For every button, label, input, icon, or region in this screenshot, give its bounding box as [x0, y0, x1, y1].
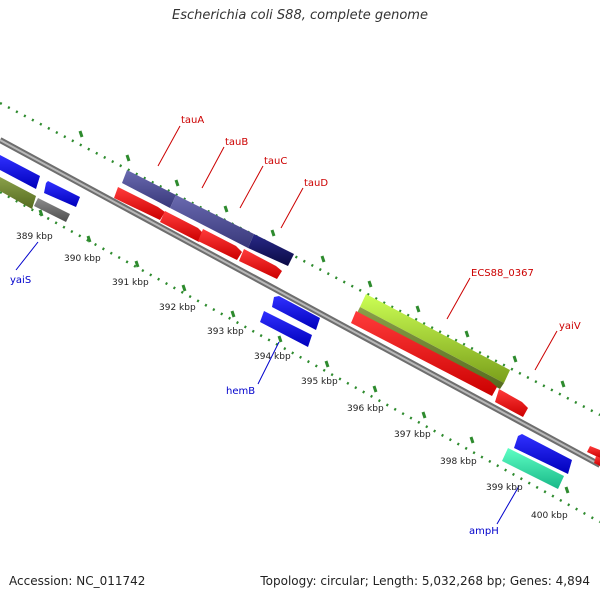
ruler-label: 400 kbp [531, 511, 568, 521]
gene-label-yaiv: yaiV [559, 321, 581, 332]
ruler-label: 393 kbp [207, 327, 244, 337]
gene-label-ecs88-0367: ECS88_0367 [471, 268, 534, 279]
ruler-label: 398 kbp [440, 457, 477, 467]
gene-label-taub: tauB [225, 137, 248, 148]
ruler-label: 394 kbp [254, 352, 291, 362]
ruler-label: 395 kbp [301, 377, 338, 387]
gene-feature[interactable] [360, 294, 510, 383]
ruler-labels: 389 kbp 390 kbp 391 kbp 392 kbp 393 kbp … [16, 232, 568, 521]
gene-label-yais: yaiS [10, 275, 31, 286]
accession-text: Accession: NC_011742 [9, 574, 146, 588]
gene-feature[interactable] [239, 249, 282, 279]
gene-label-tauc: tauC [264, 156, 287, 167]
gene-feature[interactable] [114, 187, 165, 220]
inner-track-major-ticks [38, 209, 570, 494]
gene-feature[interactable] [0, 177, 36, 209]
ruler-label: 389 kbp [16, 232, 53, 242]
gene-feature[interactable] [198, 229, 242, 260]
gene-feature[interactable] [248, 234, 294, 266]
gene-feature[interactable] [170, 195, 254, 248]
forward-strand-genes [0, 155, 572, 489]
gene-feature[interactable] [122, 170, 176, 208]
gene-feature[interactable] [272, 296, 320, 330]
inner-dotted-track [0, 190, 600, 524]
callout-lines [15, 125, 558, 525]
map-title: Escherichia coli S88, complete genome [172, 8, 428, 23]
gene-label-amph: ampH [469, 526, 499, 537]
ruler-label: 392 kbp [159, 303, 196, 313]
gene-feature[interactable] [357, 307, 504, 389]
gene-feature[interactable] [260, 311, 312, 347]
ruler-label: 396 kbp [347, 404, 384, 414]
gene-feature[interactable] [495, 389, 528, 417]
gene-feature[interactable] [514, 434, 572, 474]
gene-feature[interactable] [160, 211, 204, 242]
gene-feature[interactable] [502, 448, 564, 489]
gene-feature[interactable] [587, 446, 600, 458]
gene-feature[interactable] [0, 155, 40, 189]
gene-label-hemb: hemB [226, 386, 255, 397]
gene-label-taud: tauD [304, 178, 328, 189]
gene-feature[interactable] [44, 181, 80, 207]
ruler-label: 397 kbp [394, 430, 431, 440]
ruler-label: 399 kbp [486, 483, 523, 493]
gene-feature[interactable] [594, 456, 600, 466]
ruler-label: 390 kbp [64, 254, 101, 264]
gene-labels: tauA tauB tauC tauD ECS88_0367 yaiV yaiS… [10, 115, 581, 537]
topology-text: Topology: circular; Length: 5,032,268 bp… [260, 574, 590, 588]
gene-feature[interactable] [34, 198, 70, 222]
reverse-strand-genes [114, 187, 600, 466]
gene-feature[interactable] [351, 311, 497, 396]
ruler-label: 391 kbp [112, 278, 149, 288]
gene-label-taua: tauA [181, 115, 204, 126]
outer-track-major-ticks [78, 130, 566, 388]
